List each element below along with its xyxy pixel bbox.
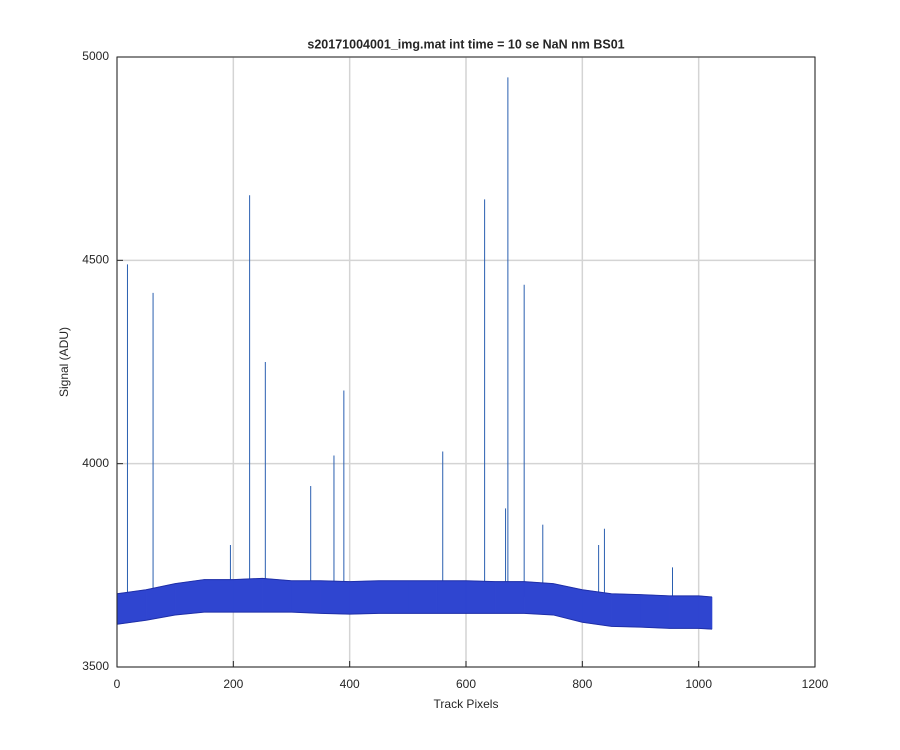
x-axis-label: Track Pixels — [434, 697, 499, 711]
band-edge — [116, 611, 713, 630]
x-tick-label: 600 — [456, 677, 476, 691]
plot-area — [116, 77, 713, 630]
y-tick-label: 4000 — [82, 456, 109, 470]
band-segment — [582, 589, 612, 627]
x-tick-label: 1000 — [685, 677, 712, 691]
band-segment — [669, 595, 699, 629]
y-axis-label: Signal (ADU) — [57, 327, 71, 397]
x-tick-label: 800 — [572, 677, 592, 691]
band-segment — [233, 578, 263, 613]
band-segment — [349, 580, 379, 615]
x-tick-label: 400 — [340, 677, 360, 691]
y-tick-label: 3500 — [82, 659, 109, 673]
band-segment — [378, 580, 409, 614]
band-segment — [204, 579, 234, 613]
x-tick-label: 1200 — [802, 677, 829, 691]
band-segment — [174, 579, 205, 616]
y-tick-label: 4500 — [82, 253, 109, 267]
band-segment — [116, 589, 147, 625]
band-segment — [611, 593, 641, 628]
band-segment — [640, 594, 670, 629]
band-segment — [436, 580, 467, 614]
band-segment — [465, 580, 496, 614]
band-segment — [523, 581, 554, 616]
band-edge — [116, 577, 713, 598]
band-segment — [320, 580, 350, 615]
y-tick-label: 5000 — [82, 49, 109, 63]
band-segment — [291, 580, 321, 614]
chart-title: s20171004001_img.mat int time = 10 se Na… — [307, 37, 624, 51]
x-tick-label: 0 — [114, 677, 121, 691]
band-segment — [262, 578, 292, 613]
x-tick-label: 200 — [223, 677, 243, 691]
band-segment — [494, 581, 525, 614]
band-segment — [698, 595, 713, 630]
band-segment — [407, 580, 438, 614]
